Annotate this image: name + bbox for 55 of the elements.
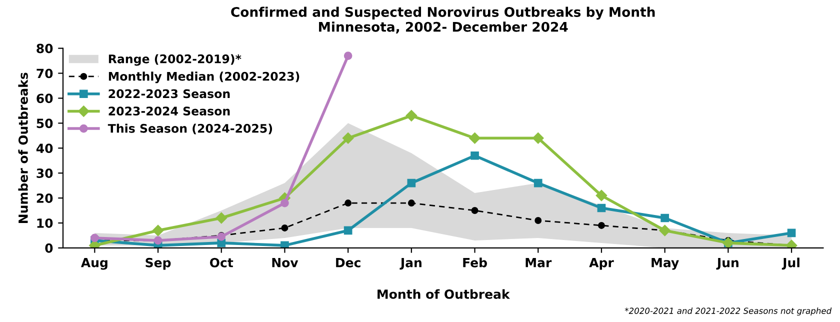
legend-label: This Season (2024-2025) — [108, 124, 272, 134]
point — [344, 52, 352, 60]
point — [342, 132, 354, 144]
x-axis-title: Month of Outbreak — [378, 289, 510, 299]
point — [469, 132, 480, 144]
point — [152, 224, 164, 236]
point — [406, 110, 418, 122]
point — [532, 132, 544, 144]
point — [534, 217, 542, 224]
point — [407, 178, 416, 188]
y-tick-label: 50 — [36, 118, 53, 128]
point — [598, 222, 605, 229]
point — [90, 234, 99, 242]
x-tick-label: Aug — [80, 258, 108, 270]
y-tick-label: 70 — [36, 68, 53, 78]
legend-label: Monthly Median (2002-2023) — [108, 72, 300, 84]
x-tick-label: Oct — [210, 258, 234, 268]
x-tick-label: Jun — [716, 258, 738, 270]
point — [597, 204, 606, 212]
x-tick-label: Dec — [336, 258, 360, 268]
point — [216, 212, 227, 224]
point — [787, 228, 796, 238]
chart-title: Confirmed and Suspected Norovirus Outbreaks by Month Minnesota, 2002- December 2024 — [231, 6, 655, 34]
x-tick-label: Sep — [146, 258, 171, 270]
x-tick-label: Mar — [526, 258, 552, 268]
point — [281, 224, 288, 232]
point — [280, 241, 289, 248]
y-tick-label: 60 — [36, 94, 53, 104]
point — [659, 224, 670, 236]
y-tick-label: 0 — [45, 243, 53, 253]
x-tick-label: Feb — [463, 258, 487, 268]
legend-label: 2022-2023 Season — [108, 89, 230, 98]
legend-label: Range (2002-2019)* — [108, 54, 242, 66]
point — [280, 198, 289, 208]
x-tick-label: Apr — [589, 258, 614, 270]
legend-label: 2023-2024 Season — [108, 106, 230, 116]
y-tick-label: 10 — [37, 218, 53, 228]
point — [534, 178, 542, 188]
text: *2020-2021 and 2021-2022 Seasons not graphed — [624, 307, 832, 316]
x-tick-label: May — [652, 258, 679, 270]
y-tick-label: 20 — [36, 194, 53, 203]
x-tick-label: Nov — [272, 258, 298, 268]
point — [471, 207, 478, 214]
y-axis-title: Number of Outbreaks — [18, 72, 28, 223]
y-tick-label: 40 — [36, 144, 53, 154]
point — [408, 200, 415, 206]
point — [470, 151, 479, 160]
x-tick-label: Jul — [782, 258, 800, 270]
point — [660, 214, 669, 222]
point — [344, 226, 352, 235]
y-tick-label: 30 — [36, 168, 53, 178]
point — [344, 200, 352, 206]
y-tick-label: 80 — [36, 44, 53, 54]
point — [596, 190, 608, 202]
x-tick-label: Jan — [400, 258, 422, 270]
